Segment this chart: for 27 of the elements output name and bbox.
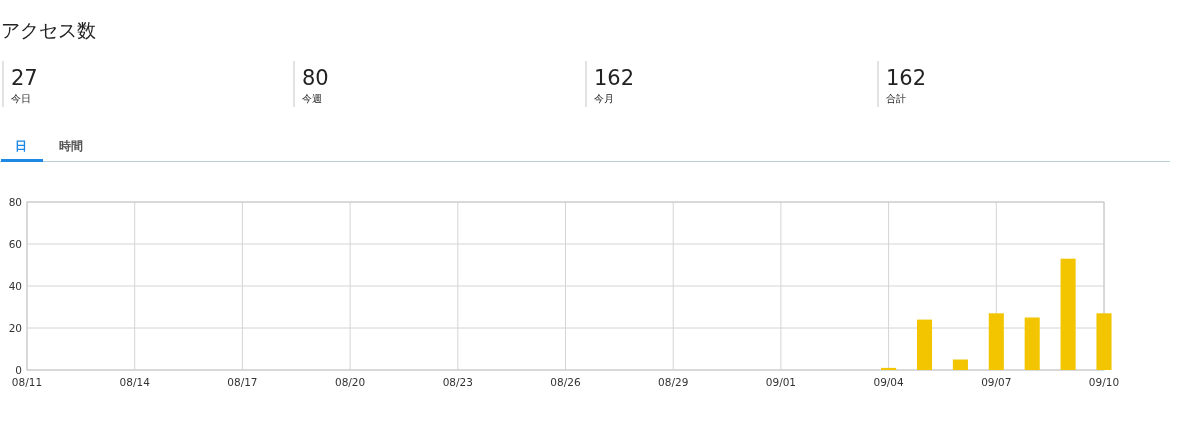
y-tick-label: 80: [8, 196, 22, 208]
text: 今週: [302, 93, 322, 104]
x-tick-label: 08/26: [550, 376, 581, 388]
text: 合計: [886, 93, 906, 104]
text: 今月: [594, 93, 614, 104]
y-tick-label: 60: [8, 238, 22, 250]
x-tick-label: 09/07: [981, 376, 1012, 388]
text: 日: [15, 139, 27, 153]
x-tick-label: 09/04: [873, 376, 905, 388]
text: アクセス数: [1, 19, 96, 41]
text: 27: [11, 66, 38, 90]
y-tick-label: 20: [8, 322, 22, 334]
x-tick-label: 08/20: [334, 376, 366, 388]
text: 今日: [11, 93, 31, 104]
y-tick-label: 0: [15, 364, 22, 376]
x-tick-label: 08/11: [11, 376, 43, 388]
y-tick-label: 40: [8, 280, 22, 292]
text: 162: [594, 66, 635, 90]
text: 時間: [59, 139, 83, 153]
text: 162: [886, 66, 927, 90]
x-tick-label: 08/14: [119, 376, 151, 388]
text: 80: [302, 66, 329, 90]
x-tick-label: 09/10: [1088, 376, 1120, 388]
x-tick-label: 08/17: [227, 376, 258, 388]
x-tick-label: 08/29: [658, 376, 689, 388]
x-tick-label: 09/01: [765, 376, 797, 388]
x-tick-label: 08/23: [442, 376, 473, 388]
